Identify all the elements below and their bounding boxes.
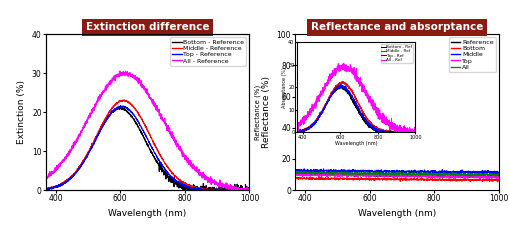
Legend: Bottom - Reference, Middle - Reference, Top - Reference, All - Reference: Bottom - Reference, Middle - Reference, …	[171, 38, 246, 65]
Legend: Reference, Bottom, Middle, Top, All: Reference, Bottom, Middle, Top, All	[449, 38, 496, 72]
Title: Reflectance and absorptance: Reflectance and absorptance	[311, 22, 483, 32]
Y-axis label: Reflectance (%): Reflectance (%)	[255, 85, 262, 140]
Y-axis label: Reflectance (%): Reflectance (%)	[262, 76, 271, 148]
X-axis label: Wavelength (nm): Wavelength (nm)	[358, 209, 436, 218]
Title: Extinction difference: Extinction difference	[86, 22, 209, 32]
Y-axis label: Extinction (%): Extinction (%)	[17, 80, 26, 144]
X-axis label: Wavelength (nm): Wavelength (nm)	[108, 209, 187, 218]
